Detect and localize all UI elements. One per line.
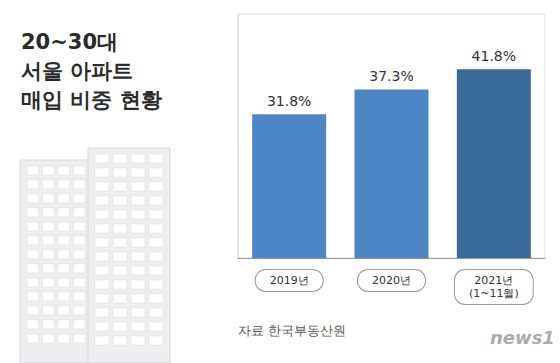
svg-text:20~30대: 20~30대 (21, 30, 118, 54)
svg-text:37.3%: 37.3% (369, 68, 413, 84)
svg-text:(1~11월): (1~11월) (469, 287, 519, 300)
svg-text:서울 아파트: 서울 아파트 (21, 59, 133, 83)
svg-text:자료 한국부동산원: 자료 한국부동산원 (238, 323, 346, 338)
svg-text:2019년: 2019년 (270, 274, 309, 287)
svg-text:31.8%: 31.8% (267, 93, 311, 109)
svg-text:2021년: 2021년 (474, 274, 513, 287)
svg-text:2020년: 2020년 (372, 274, 411, 287)
svg-text:news1: news1 (490, 327, 555, 348)
svg-text:매입 비중 현황: 매입 비중 현황 (21, 88, 162, 112)
svg-text:41.8%: 41.8% (472, 48, 516, 64)
